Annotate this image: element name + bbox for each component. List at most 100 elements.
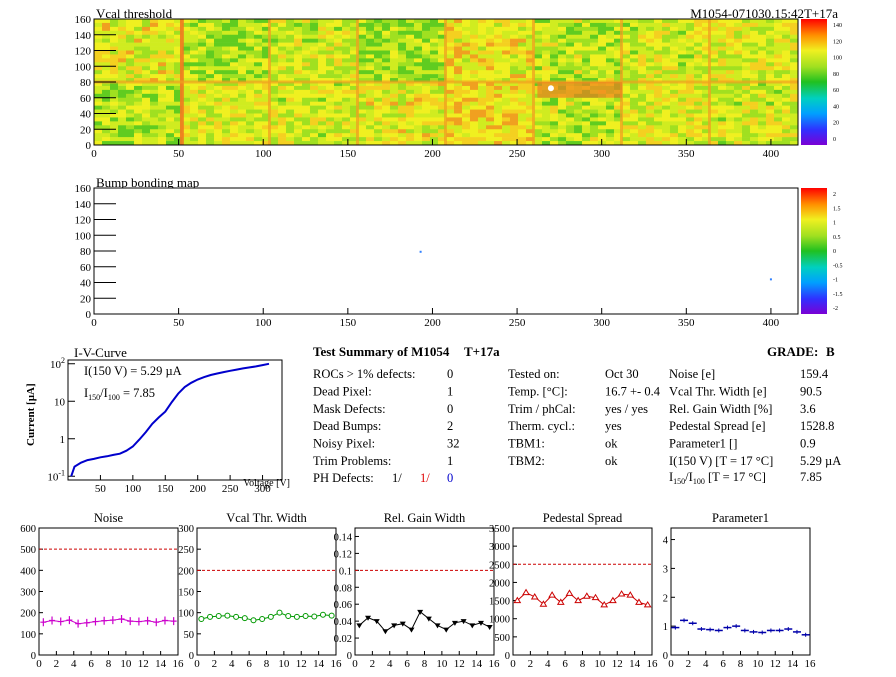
heatmap-cell (486, 74, 495, 79)
heatmap-cell (662, 50, 671, 55)
heatmap-cell (142, 70, 151, 75)
y-tick-label: 500 (20, 545, 36, 556)
heatmap-cell (734, 85, 743, 91)
heatmap-cell (294, 70, 303, 75)
heatmap-cell (334, 141, 343, 146)
heatmap-cell (214, 117, 223, 122)
heatmap-cell (494, 93, 503, 99)
heatmap-cell (134, 42, 143, 47)
heatmap-cell (726, 38, 735, 43)
heatmap-cell (670, 42, 679, 47)
heatmap-cell (478, 26, 487, 32)
heatmap-cell (550, 109, 559, 114)
heatmap-cell (494, 30, 503, 36)
heatmap-cell (478, 113, 487, 118)
heatmap-cell (398, 58, 407, 63)
heatmap-cell (142, 129, 151, 134)
heatmap-cell (110, 125, 119, 130)
heatmap-cell (478, 62, 487, 67)
heatmap-cell (782, 117, 791, 122)
heatmap-cell (334, 117, 343, 122)
heatmap-cell (358, 105, 367, 110)
heatmap-cell (198, 113, 207, 118)
heatmap-cell (278, 137, 287, 142)
heatmap-cell (382, 58, 391, 63)
heatmap-cell (286, 82, 295, 87)
heatmap-cell (246, 93, 255, 99)
heatmap-cell (310, 58, 319, 63)
heatmap-cell (526, 58, 535, 63)
heatmap-cell (630, 74, 639, 79)
heatmap-cell (790, 105, 799, 110)
heatmap-cell (502, 97, 511, 102)
heatmap-cell (550, 42, 559, 47)
heatmap-cell (534, 26, 543, 32)
heatmap-cell (278, 26, 287, 32)
heatmap-cell (766, 26, 775, 32)
y-tick-label: 40 (80, 109, 92, 121)
data-point (591, 593, 600, 601)
heatmap-cell (326, 50, 335, 55)
heatmap-cell (478, 38, 487, 43)
heatmap-cell (534, 105, 543, 110)
heatmap-cell (694, 70, 703, 75)
heatmap-cell (686, 19, 695, 24)
heatmap-cell (230, 70, 239, 75)
heatmap-cell (382, 117, 391, 122)
heatmap-cell (662, 125, 671, 130)
heatmap-cell (726, 50, 735, 55)
heatmap-cell (134, 46, 143, 51)
heatmap-cell (158, 105, 167, 110)
heatmap-cell (606, 117, 615, 122)
heatmap-cell (166, 137, 175, 142)
heatmap-cell (422, 19, 431, 24)
heatmap-cell (174, 19, 183, 24)
heatmap-cell (750, 74, 759, 79)
heatmap-cell (734, 93, 743, 99)
heatmap-cell (318, 66, 327, 71)
data-point (328, 612, 335, 619)
heatmap-cell (374, 133, 383, 138)
heatmap-cell (622, 121, 631, 126)
heatmap-cell (334, 109, 343, 114)
heatmap-cell (430, 121, 439, 126)
heatmap-cell (534, 54, 543, 59)
heatmap-cell (790, 26, 799, 32)
roc-boundary (94, 80, 798, 84)
iv-x-tick-label: 50 (95, 483, 107, 495)
heatmap-cell (142, 22, 151, 28)
heatmap-cell (694, 133, 703, 138)
heatmap-cell (510, 89, 519, 95)
heatmap-cell (582, 113, 591, 118)
heatmap-cell (758, 141, 767, 146)
y-tick-label: 60 (80, 93, 92, 105)
heatmap-cell (118, 70, 127, 75)
heatmap-cell (462, 30, 471, 36)
heatmap-cell (582, 58, 591, 63)
heatmap-cell (774, 19, 783, 24)
heatmap-cell (454, 26, 463, 32)
heatmap-cell (358, 22, 367, 28)
heatmap-cell (390, 74, 399, 79)
heatmap-cell (102, 109, 111, 114)
heatmap-cell (158, 30, 167, 36)
heatmap-cell (718, 133, 727, 138)
heatmap-cell (222, 78, 231, 83)
heatmap-cell (614, 125, 623, 130)
vcal-heatmap-cells (94, 19, 799, 146)
heatmap-cell (534, 121, 543, 126)
heatmap-cell (734, 62, 743, 67)
heatmap-cell (342, 105, 351, 110)
heatmap-cell (414, 30, 423, 36)
heatmap-cell (646, 38, 655, 43)
y-tick-label: 1000 (489, 615, 510, 626)
heatmap-cell (150, 58, 159, 63)
heatmap-cell (118, 133, 127, 138)
heatmap-cell (382, 85, 391, 91)
heatmap-cell (726, 129, 735, 134)
iv-y-tick-label: 10 (54, 396, 66, 408)
